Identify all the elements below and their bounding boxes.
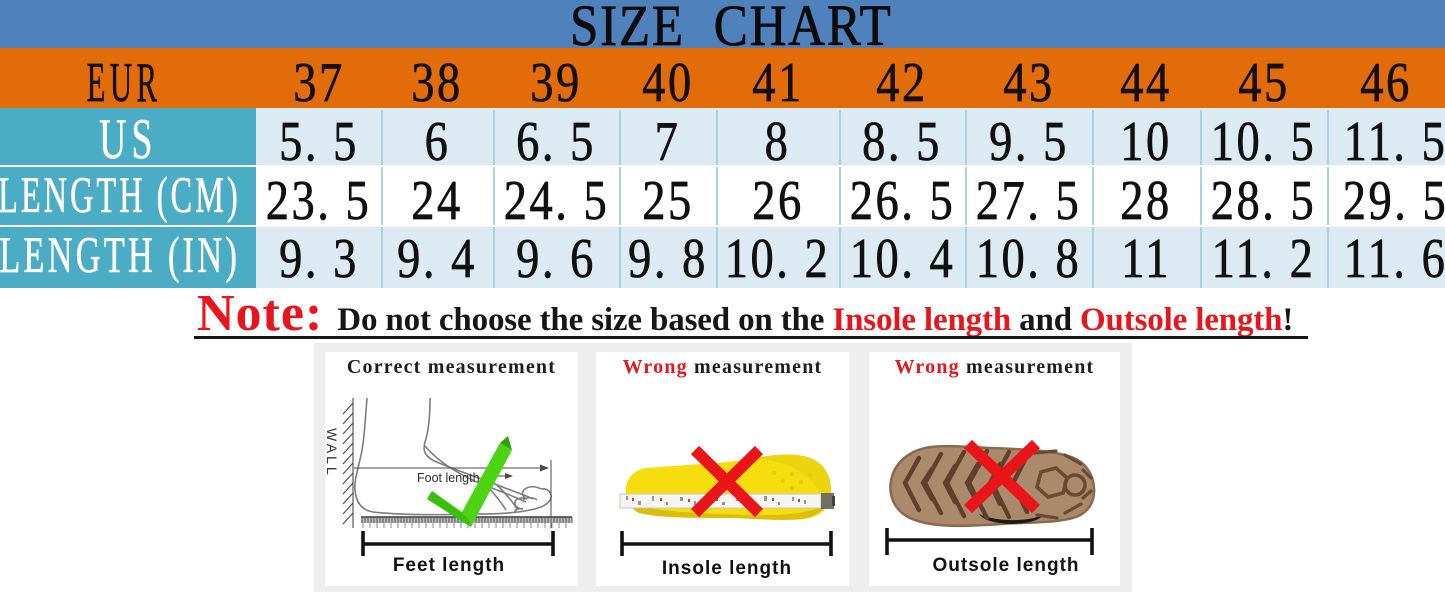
- svg-text:Outsole length: Outsole length: [933, 555, 1080, 576]
- svg-text:Feet length: Feet length: [393, 555, 505, 576]
- svg-text:Insole length: Insole length: [662, 558, 792, 579]
- svg-text:WALL: WALL: [325, 428, 340, 478]
- svg-text:Foot length: Foot length: [417, 471, 480, 485]
